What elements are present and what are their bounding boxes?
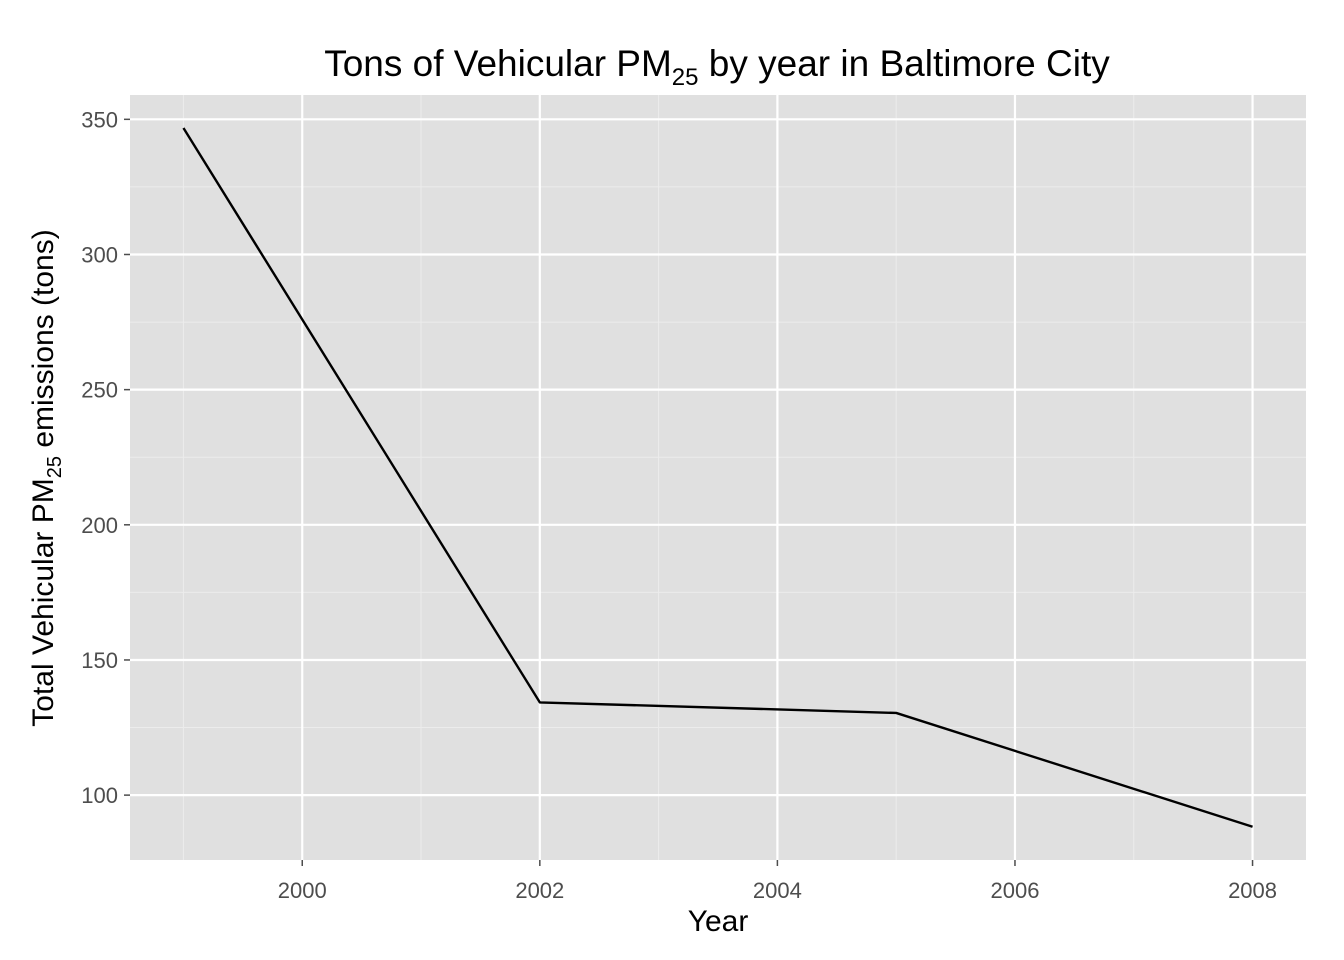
x-tick-label: 2002 (515, 878, 564, 903)
y-axis-title: Total Vehicular PM25 emissions (tons) (27, 229, 66, 726)
data-layer (182, 127, 1253, 828)
x-axis-title: Year (688, 905, 749, 938)
x-tick-label: 2000 (278, 878, 327, 903)
x-tick-label: 2006 (990, 878, 1039, 903)
y-tick-label: 350 (81, 107, 118, 132)
y-tick-label: 150 (81, 648, 118, 673)
minor-gridlines (130, 95, 1306, 860)
chart-title: Tons of Vehicular PM25 by year in Baltim… (324, 43, 1110, 91)
y-tick-label: 300 (81, 242, 118, 267)
y-tick-label: 250 (81, 378, 118, 403)
y-tick-label: 100 (81, 783, 118, 808)
major-gridlines (130, 95, 1306, 860)
x-tick-label: 2004 (753, 878, 802, 903)
x-axis: 2000 2002 2004 2006 2008 (278, 860, 1277, 903)
x-tick-label: 2008 (1228, 878, 1277, 903)
y-tick-label: 200 (81, 513, 118, 538)
y-axis: 100 150 200 250 300 350 (81, 107, 130, 808)
plot-panel (130, 95, 1306, 860)
emissions-line (182, 127, 1253, 828)
